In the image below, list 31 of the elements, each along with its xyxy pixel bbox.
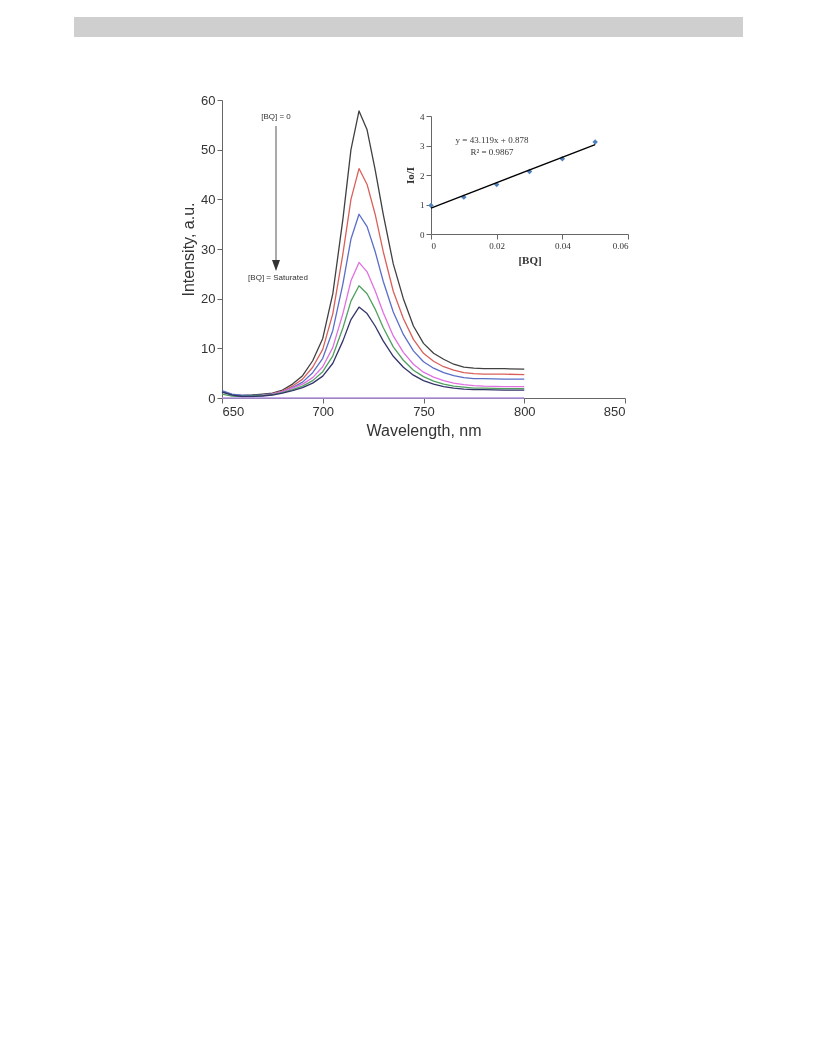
x-tick-label: 0 xyxy=(431,240,437,251)
x-tick-label: 700 xyxy=(312,403,335,419)
x-tick-label: 650 xyxy=(222,403,245,419)
x-tick-label: 750 xyxy=(413,403,435,419)
x-tick-label: 0.04 xyxy=(554,240,572,251)
x-axis-title: [BQ] xyxy=(518,253,542,266)
y-tick-label: 50 xyxy=(201,142,216,158)
annotation: [BQ] = Saturated xyxy=(248,273,308,282)
y-tick-label: 4 xyxy=(420,111,425,122)
y-tick-label: 20 xyxy=(201,291,216,307)
x-tick-label: 0.02 xyxy=(489,240,506,251)
line-series xyxy=(221,306,525,398)
y-tick-label: 40 xyxy=(201,191,216,207)
annotation: R² = 0.9867 xyxy=(470,147,515,157)
y-tick-label: 60 xyxy=(201,92,216,108)
y-tick-label: 10 xyxy=(201,340,216,356)
x-axis-title: Wavelength, nm xyxy=(366,421,482,439)
x-tick-label: 800 xyxy=(513,403,536,419)
x-tick-label: 850 xyxy=(603,403,626,419)
annotation: y = 43.119x + 0.878 xyxy=(455,135,529,145)
x-tick-label: 0.06 xyxy=(612,240,629,251)
line-series xyxy=(221,285,525,398)
y-tick-label: 30 xyxy=(201,241,216,257)
y-tick-label: 1 xyxy=(420,200,425,210)
y-tick-label: 3 xyxy=(420,141,425,151)
y-tick-label: 2 xyxy=(420,170,425,181)
y-axis-title: Intensity, a.u. xyxy=(180,202,198,297)
y-tick-label: 0 xyxy=(420,229,425,240)
annotation: [BQ] = 0 xyxy=(261,112,292,121)
y-tick-label: 0 xyxy=(208,390,216,406)
y-axis-title: Io/I xyxy=(404,166,416,185)
